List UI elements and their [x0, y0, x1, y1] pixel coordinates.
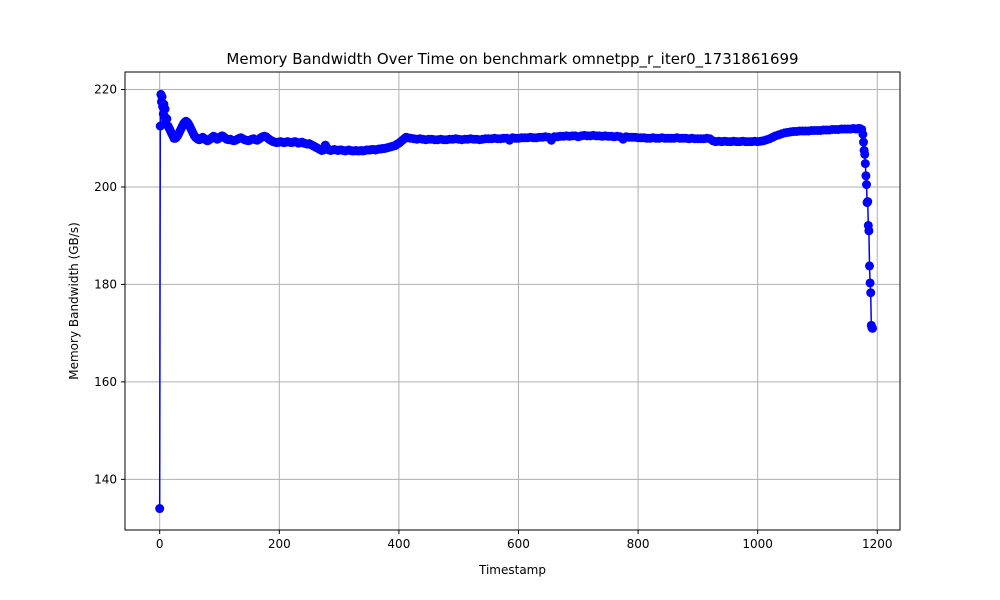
data-point	[865, 261, 874, 271]
x-tick-label: 800	[627, 537, 650, 551]
x-tick-label: 0	[156, 537, 164, 551]
x-tick-label: 400	[387, 537, 410, 551]
y-axis-label: Memory Bandwidth (GB/s)	[67, 222, 81, 380]
axes-frame	[124, 71, 901, 531]
data-point	[862, 180, 872, 190]
data-point	[861, 171, 871, 181]
data-point	[858, 129, 868, 139]
data-point	[865, 278, 875, 288]
data-point	[867, 323, 877, 333]
grid	[125, 72, 900, 530]
x-tick-label: 1000	[742, 537, 773, 551]
y-tick-label: 220	[94, 83, 117, 97]
data-point	[859, 137, 869, 147]
x-tick-label: 1200	[862, 537, 893, 551]
data-point	[866, 288, 876, 298]
data-point	[155, 504, 165, 514]
data-point	[157, 92, 167, 102]
x-tick-label: 600	[507, 537, 530, 551]
y-tick-label: 160	[94, 375, 117, 389]
y-tick-label: 180	[94, 277, 117, 291]
data-point	[864, 226, 874, 236]
x-tick-label: 200	[268, 537, 291, 551]
x-axis-label: Timestamp	[478, 563, 546, 577]
data-point	[160, 104, 170, 114]
y-tick-label: 200	[94, 180, 117, 194]
data-point	[863, 197, 873, 207]
y-tick-label: 140	[94, 472, 117, 486]
data-series	[155, 89, 877, 514]
ticks: 0 200 400 600 800 1000 1200 140 160 180 200 220	[94, 83, 892, 551]
chart-title: Memory Bandwidth Over Time on benchmark …	[226, 50, 798, 69]
data-point	[162, 114, 172, 124]
data-point	[860, 159, 870, 169]
data-point	[860, 149, 870, 159]
